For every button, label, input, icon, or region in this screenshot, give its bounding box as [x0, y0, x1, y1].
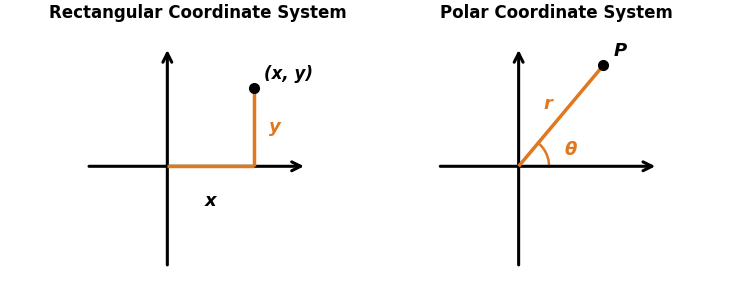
Text: y: y [269, 118, 281, 136]
Text: P: P [614, 42, 627, 60]
Text: x: x [204, 192, 216, 210]
Text: r: r [543, 95, 552, 113]
Text: (x, y): (x, y) [264, 65, 312, 83]
Text: Rectangular Coordinate System: Rectangular Coordinate System [49, 4, 347, 22]
Text: Polar Coordinate System: Polar Coordinate System [440, 4, 673, 22]
Text: θ: θ [564, 141, 577, 159]
